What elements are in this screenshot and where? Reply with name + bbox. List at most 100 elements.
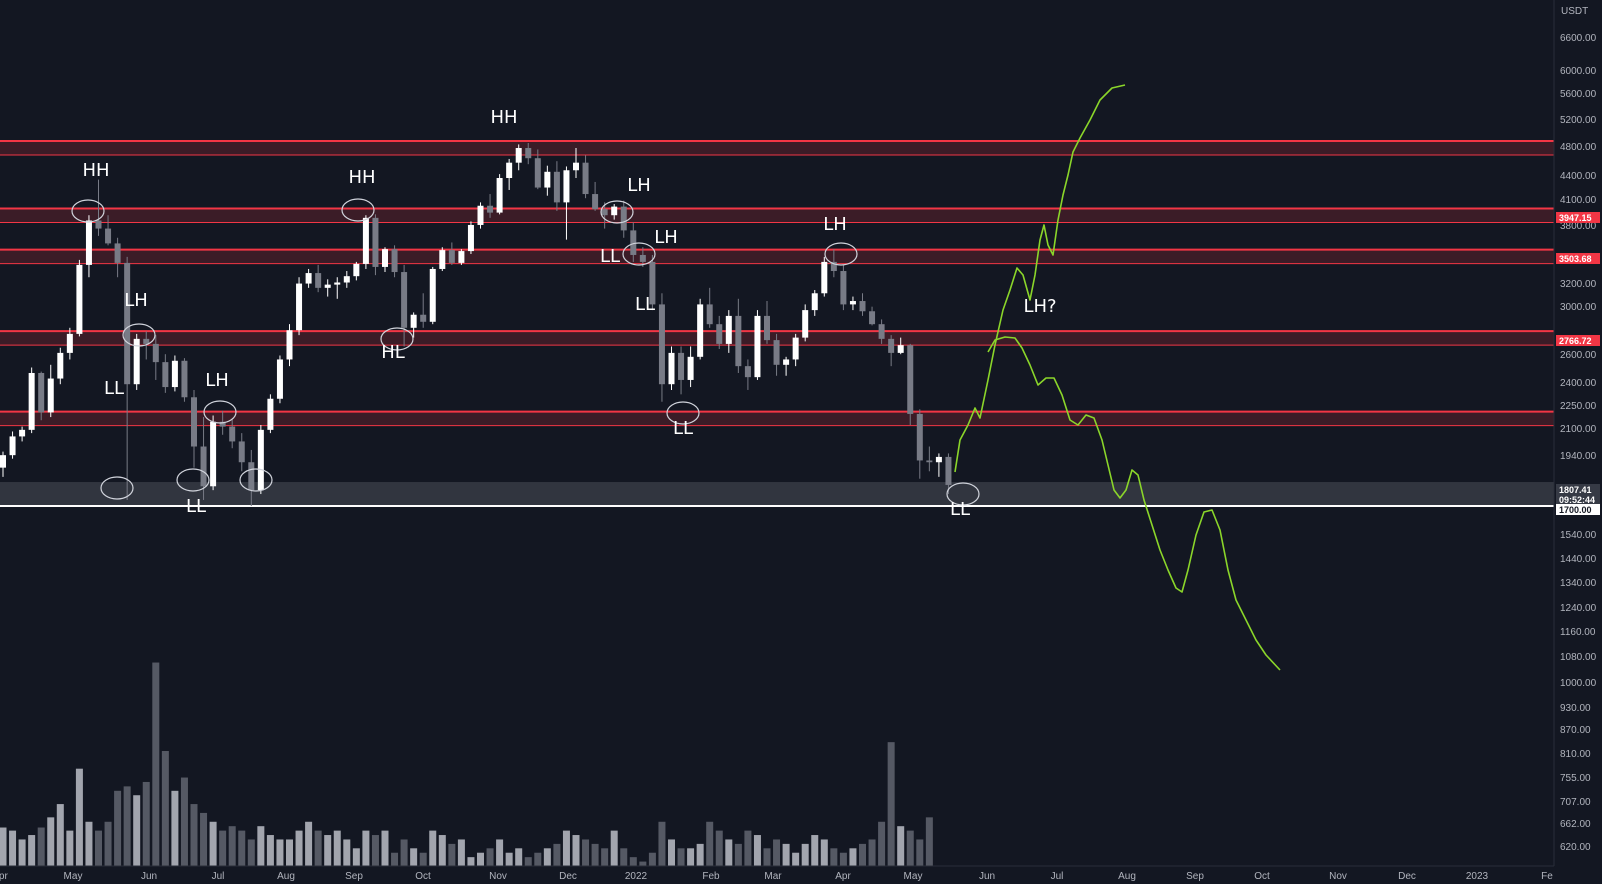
candle-body[interactable]: [458, 251, 465, 263]
candle-body[interactable]: [114, 243, 121, 263]
candle-body[interactable]: [191, 397, 197, 447]
candle-body[interactable]: [916, 413, 923, 461]
candle-body[interactable]: [496, 178, 503, 213]
candle-body[interactable]: [687, 356, 694, 380]
candle-body[interactable]: [334, 282, 341, 285]
candle-body[interactable]: [582, 162, 589, 195]
candle-body[interactable]: [706, 304, 713, 325]
candle-body[interactable]: [248, 462, 255, 491]
candle-body[interactable]: [267, 398, 274, 430]
candle-body[interactable]: [200, 446, 207, 487]
candle-body[interactable]: [152, 343, 159, 363]
candle-body[interactable]: [840, 271, 847, 305]
candle-body[interactable]: [811, 293, 818, 311]
candle-body[interactable]: [563, 170, 570, 203]
candle-body[interactable]: [66, 333, 73, 353]
candle-body[interactable]: [467, 224, 474, 252]
candle-body[interactable]: [9, 436, 16, 456]
candle-body[interactable]: [525, 148, 532, 159]
price-axis[interactable]: 6600.00 6000.00 5600.00 5200.00 4800.00 4400.…: [1560, 33, 1597, 853]
candle-body[interactable]: [897, 345, 904, 353]
candle-body[interactable]: [487, 205, 494, 213]
candle-body[interactable]: [764, 315, 770, 341]
candle-body[interactable]: [257, 429, 264, 491]
candle-body[interactable]: [630, 230, 637, 255]
candle-body[interactable]: [362, 217, 369, 264]
candle-body[interactable]: [869, 311, 876, 325]
candle-body[interactable]: [773, 340, 780, 365]
candle-body[interactable]: [821, 261, 828, 294]
candle-body[interactable]: [28, 372, 35, 430]
candle-body[interactable]: [219, 421, 226, 427]
candle-body[interactable]: [315, 273, 322, 288]
candle-body[interactable]: [735, 315, 742, 367]
candle-body[interactable]: [792, 337, 799, 360]
candle-body[interactable]: [76, 264, 83, 334]
candle-body[interactable]: [210, 421, 217, 487]
candle-body[interactable]: [296, 283, 303, 331]
candle-body[interactable]: [802, 310, 809, 338]
candle-body[interactable]: [830, 261, 837, 272]
candle-body[interactable]: [171, 360, 178, 388]
candle-body[interactable]: [725, 315, 732, 344]
candle-body[interactable]: [95, 220, 102, 229]
candle-body[interactable]: [162, 362, 169, 388]
candle-body[interactable]: [133, 338, 140, 385]
candle-body[interactable]: [124, 262, 131, 385]
candle-body[interactable]: [391, 249, 398, 273]
candle-body[interactable]: [592, 194, 599, 210]
candle-body[interactable]: [859, 301, 866, 312]
candle-body[interactable]: [678, 352, 685, 380]
candle-body[interactable]: [534, 158, 541, 188]
candle-body[interactable]: [401, 272, 408, 328]
candle-body[interactable]: [448, 250, 455, 263]
candle-body[interactable]: [47, 378, 54, 413]
candle-body[interactable]: [573, 162, 579, 171]
candle-body[interactable]: [544, 171, 551, 188]
candle-body[interactable]: [888, 338, 895, 353]
candle-body[interactable]: [945, 456, 952, 485]
candle-body[interactable]: [420, 314, 427, 322]
candle-body[interactable]: [907, 345, 914, 414]
candle-body[interactable]: [353, 263, 360, 277]
candle-body[interactable]: [410, 314, 417, 328]
candle-body[interactable]: [697, 304, 704, 357]
candle-body[interactable]: [658, 304, 665, 385]
time-axis[interactable]: Apr May Jun Jul Aug Sep Oct Nov Dec 2022 Feb Mar Apr…: [0, 871, 1553, 882]
candle-body[interactable]: [515, 148, 522, 163]
candle-body[interactable]: [305, 273, 312, 284]
candle-body[interactable]: [181, 360, 188, 398]
candle-body[interactable]: [38, 372, 45, 413]
candle-body[interactable]: [19, 429, 26, 437]
candle-body[interactable]: [668, 352, 675, 385]
candle-body[interactable]: [439, 250, 446, 269]
candle-body[interactable]: [57, 352, 64, 379]
candle-body[interactable]: [324, 284, 331, 288]
candle-body[interactable]: [744, 366, 751, 378]
candle-body[interactable]: [143, 338, 150, 344]
candle-body[interactable]: [611, 206, 618, 216]
candle-body[interactable]: [0, 455, 6, 468]
candle-body[interactable]: [286, 330, 293, 360]
candle-body[interactable]: [343, 276, 350, 283]
candle-body[interactable]: [601, 209, 608, 216]
candle-body[interactable]: [238, 441, 245, 463]
candle-body[interactable]: [649, 261, 656, 305]
candle-body[interactable]: [506, 162, 513, 179]
candle-body[interactable]: [105, 228, 112, 244]
candle-body[interactable]: [783, 359, 790, 365]
candle-body[interactable]: [276, 359, 283, 399]
candle-body[interactable]: [935, 456, 942, 463]
candle-body[interactable]: [553, 171, 560, 203]
candle-body[interactable]: [85, 220, 92, 265]
candle-body[interactable]: [382, 249, 388, 267]
candle-body[interactable]: [639, 254, 646, 262]
candle-body[interactable]: [229, 426, 236, 442]
candle-body[interactable]: [926, 460, 933, 463]
candle-body[interactable]: [754, 315, 761, 378]
candle-body[interactable]: [716, 324, 723, 344]
candle-body[interactable]: [429, 268, 436, 322]
candle-body[interactable]: [620, 206, 627, 231]
candlesticks[interactable]: [0, 143, 952, 506]
